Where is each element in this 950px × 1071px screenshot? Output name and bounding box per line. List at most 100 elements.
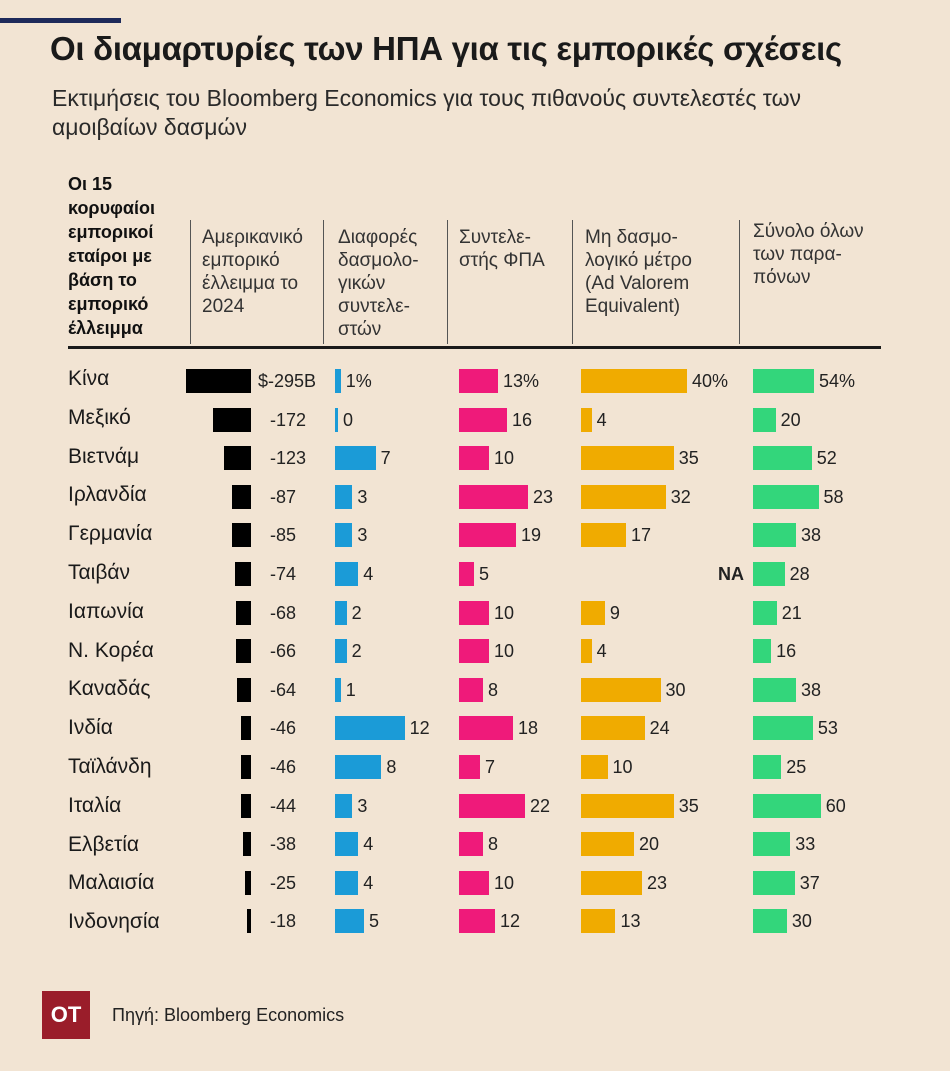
non-tariff-value: 23 [646,872,667,893]
vat-value: 16 [512,409,533,430]
country-label: Μεξικό [68,405,131,429]
country-label: Μαλαισία [68,871,155,895]
non-tariff-value: 35 [678,448,699,469]
non-tariff-value: 20 [639,834,660,855]
tariff-diff-bar [335,484,353,509]
tariff-diff-value: 7 [380,448,391,469]
vat-value: 12 [500,911,521,932]
total-value: 37 [799,872,820,893]
country-label: Ιαπωνία [68,599,144,623]
deficit-bar [245,870,251,895]
total-value: 16 [776,641,797,662]
deficit-value: -46 [270,757,297,777]
non-tariff-bar [581,523,627,548]
total-value: 38 [800,525,821,546]
chart-subtitle: Εκτιμήσεις του Bloomberg Economics για τ… [52,85,802,140]
deficit-value: -85 [270,525,297,546]
non-tariff-bar [581,369,687,393]
tariff-diff-value: 3 [357,795,368,816]
tariff-diff-bar [335,793,353,818]
non-tariff-value: 4 [596,409,607,430]
deficit-value: -25 [270,872,297,893]
total-value: 20 [780,409,801,430]
deficit-value: $-295B [258,371,317,391]
non-tariff-value: 40% [692,371,729,391]
country-label: Καναδάς [68,677,151,701]
non-tariff-bar [581,716,645,741]
vat-value: 8 [488,679,499,700]
vat-bar [459,909,495,934]
deficit-value: -68 [270,602,297,623]
column-separator-4 [739,220,740,344]
tariff-diff-bar [335,446,376,471]
deficit-value: -46 [270,718,297,739]
tariff-diff-value: 3 [357,486,368,507]
vat-value: 22 [530,795,551,816]
vat-value: 10 [494,641,515,662]
total-bar [753,484,819,509]
total-bar [753,369,815,393]
vat-bar [459,600,489,625]
total-value: 60 [825,795,846,816]
tariff-diff-value: 1 [345,679,356,700]
vat-value: 23 [533,486,554,507]
non-tariff-bar [581,677,661,702]
non-tariff-value: 35 [678,795,699,816]
column-header-2: Διαφορές δασμολο- γικών συντελε- στών [338,227,419,340]
total-bar [753,677,796,702]
vat-value: 10 [494,448,515,469]
vat-value: 13% [503,371,540,391]
deficit-value: -123 [270,448,307,469]
total-value: 21 [781,602,802,623]
deficit-value: -87 [270,486,297,507]
column-header-3: Συντελε- στής ΦΠΑ [459,227,545,271]
total-bar [753,870,795,895]
deficit-bar [247,909,251,934]
non-tariff-value: 10 [612,757,633,777]
vat-value: 10 [494,602,515,623]
tariff-diff-value: 4 [363,564,374,584]
deficit-value: -64 [270,679,297,700]
non-tariff-bar [581,407,592,432]
deficit-bar [232,523,251,548]
non-tariff-bar [581,832,634,857]
total-bar [753,639,772,664]
total-bar [753,755,782,779]
country-label: Ιρλανδία [68,483,147,507]
non-tariff-bar [581,484,666,509]
vat-bar [459,677,483,702]
total-bar [753,832,791,857]
country-label: Γερμανία [68,522,153,546]
deficit-bar [231,484,251,509]
total-bar [753,407,776,432]
vat-value: 7 [485,757,496,777]
country-label: Ν. Κορέα [68,638,154,662]
total-bar [753,716,813,741]
vat-bar [459,755,480,779]
non-tariff-bar [581,600,605,625]
total-value: 53 [817,718,838,739]
country-label: Κίνα [68,367,110,390]
total-value: 38 [800,679,821,700]
deficit-bar [241,793,251,818]
tariff-diff-bar [335,407,338,432]
non-tariff-bar [581,446,674,471]
deficit-bar [242,832,251,857]
total-value: 28 [789,564,810,584]
vat-value: 18 [518,718,539,739]
tariff-diff-bar [335,755,382,779]
tariff-diff-bar [335,832,359,857]
column-header-0: Οι 15 κορυφαίοι εμπορικοί εταίροι με βάσ… [68,174,155,338]
total-bar [753,909,787,934]
column-header-1: Αμερικανικό εμπορικό έλλειμμα το 2024 [202,227,303,317]
non-tariff-na-label: NA [718,564,744,584]
column-header-5: Σύνολο όλων των παρα- πόνων [753,221,864,288]
vat-bar [459,523,516,548]
vat-bar [459,639,489,664]
country-label: Ταϊλάνδη [68,755,152,778]
non-tariff-value: 32 [670,486,691,507]
column-separator-2 [447,220,448,344]
tariff-diff-bar [335,600,347,625]
tariff-diff-value: 4 [363,872,374,893]
deficit-bar [240,755,251,779]
